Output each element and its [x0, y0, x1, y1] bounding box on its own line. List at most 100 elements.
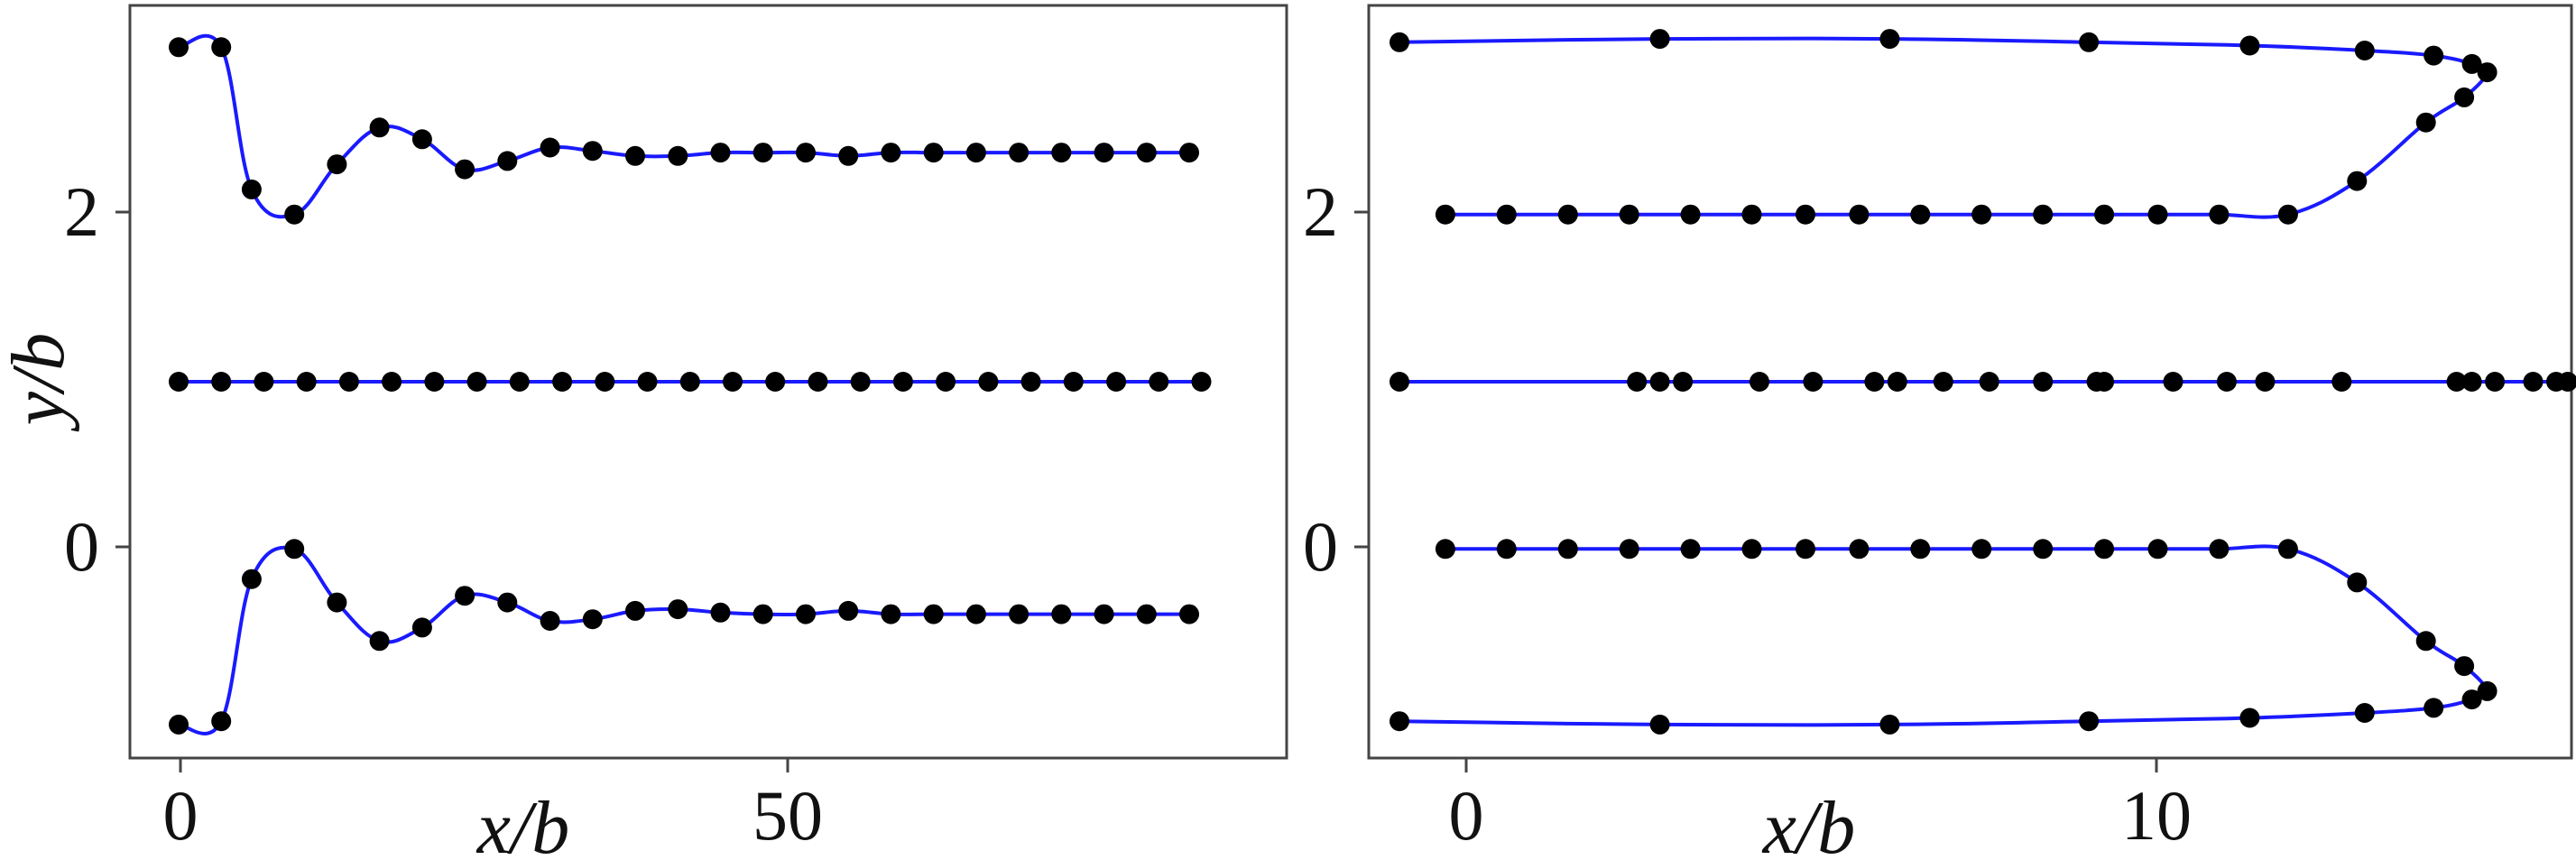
- right-series-2-point-26: [1435, 539, 1455, 559]
- left-series-1-point-6: [424, 372, 445, 392]
- left-series-1-point-11: [637, 372, 658, 392]
- right-series-1-point-19: [2485, 372, 2506, 392]
- left-series-1-point-19: [978, 372, 999, 392]
- right-series-2-point-23: [1619, 539, 1639, 559]
- right-series-1-point-12: [2094, 372, 2115, 392]
- left-series-2-point-16: [838, 600, 859, 621]
- right-series-2-point-1: [1649, 714, 1670, 735]
- right-series-1-point-20: [2523, 372, 2544, 392]
- left-series-2-point-15: [796, 604, 816, 624]
- right-series-1-point-16: [2331, 372, 2352, 392]
- left-series-0-point-3: [284, 204, 305, 225]
- left-series-0-point-0: [169, 37, 189, 58]
- right-series-0-point-3: [2079, 32, 2100, 52]
- right-series-0-point-20: [1796, 204, 1815, 225]
- left-series-1-point-3: [296, 372, 317, 392]
- left-series-0-point-22: [1094, 143, 1114, 163]
- right-series-0-point-19: [1849, 204, 1870, 225]
- right-series-1-point-14: [2216, 372, 2237, 392]
- right-series-0-point-10: [2415, 112, 2436, 133]
- right-series-2-point-2: [1879, 714, 1900, 735]
- left-series-2-point-0: [169, 714, 189, 735]
- left-series-1-point-10: [595, 372, 615, 392]
- left-series-1-point-21: [1063, 372, 1084, 392]
- left-series-2-point-22: [1094, 604, 1114, 624]
- left-series-2-point-8: [497, 592, 518, 613]
- right-series-1-point-3: [1673, 372, 1694, 392]
- right-series-2-point-10: [2415, 631, 2436, 652]
- right-series-1-point-10: [2033, 372, 2054, 392]
- right-series-1-point-13: [2163, 372, 2184, 392]
- right-series-1-point-15: [2255, 372, 2276, 392]
- right-series-1-point-17: [2446, 372, 2467, 392]
- left-series-2-point-19: [965, 604, 986, 624]
- right-series-2-point-22: [1680, 539, 1701, 559]
- left-series-1-point-17: [892, 372, 913, 392]
- left-series-2-point-14: [752, 604, 773, 624]
- left-plot-frame: [128, 4, 1288, 760]
- left-series-1-point-4: [338, 372, 359, 392]
- right-series-2-point-19: [1849, 539, 1870, 559]
- left-marks: [169, 33, 1212, 735]
- right-series-1-point-5: [1803, 372, 1824, 392]
- left-series-2-point-17: [881, 604, 901, 624]
- right-ytick-label-1: 2: [1303, 172, 1338, 251]
- right-series-2-point-6: [2424, 698, 2444, 718]
- left-series-0-point-4: [327, 154, 347, 175]
- left-series-1-point-2: [254, 372, 274, 392]
- right-series-2-point-24: [1557, 539, 1578, 559]
- right-series-1-point-18: [2461, 372, 2482, 392]
- right-series-1-point-7: [1887, 372, 1907, 392]
- left-series-2-line: [178, 545, 1189, 735]
- right-series-0-point-4: [2239, 35, 2260, 56]
- right-series-0-point-13: [2209, 204, 2230, 225]
- right-series-0-point-21: [1741, 204, 1762, 225]
- left-series-2-point-21: [1051, 604, 1072, 624]
- left-series-0-point-2: [241, 179, 262, 199]
- left-series-1-point-12: [679, 372, 700, 392]
- right-series-2-point-21: [1741, 539, 1762, 559]
- left-series-2-point-12: [668, 599, 688, 620]
- left-series-1-point-18: [936, 372, 956, 392]
- left-series-2-point-10: [582, 609, 603, 630]
- right-series-1-point-0: [1390, 372, 1409, 392]
- right-series-1-point-22: [2557, 372, 2576, 392]
- right-series-0-point-17: [1971, 204, 1992, 225]
- left-series-1-point-23: [1149, 372, 1169, 392]
- left-series-0-point-11: [625, 145, 645, 166]
- left-series-1-point-5: [382, 372, 402, 392]
- left-series-2-point-18: [923, 604, 944, 624]
- left-series-1-point-15: [808, 372, 828, 392]
- left-series-1-point-22: [1106, 372, 1127, 392]
- left-series-1-point-7: [466, 372, 487, 392]
- right-series-2-line: [1399, 544, 2489, 727]
- left-series-1-point-14: [765, 372, 786, 392]
- left-series-0-point-24: [1179, 143, 1199, 163]
- right-series-1-point-8: [1933, 372, 1953, 392]
- left-series-2-point-13: [710, 602, 731, 623]
- left-series-0-point-21: [1051, 143, 1072, 163]
- left-series-0-point-8: [497, 151, 518, 171]
- right-series-0-point-6: [2424, 45, 2444, 66]
- right-series-1-point-6: [1864, 372, 1885, 392]
- right-series-1-point-9: [1979, 372, 1999, 392]
- left-series-0-line: [178, 33, 1189, 219]
- right-series-1-point-4: [1750, 372, 1769, 392]
- right-series-2-point-9: [2454, 656, 2475, 677]
- left-xtick-label-0: 0: [163, 776, 199, 855]
- left-series-2-point-24: [1179, 604, 1199, 624]
- left-panel: 0 50 0 2 x/b y/b: [0, 4, 1288, 860]
- right-series-0-point-22: [1680, 204, 1701, 225]
- right-series-0-point-14: [2147, 204, 2168, 225]
- right-series-0-point-26: [1435, 204, 1455, 225]
- right-series-2-point-18: [1910, 539, 1931, 559]
- left-ytick-label-0: 0: [64, 507, 99, 586]
- right-series-0-point-11: [2347, 171, 2368, 191]
- right-series-0-point-8: [2477, 62, 2498, 83]
- right-series-2-point-0: [1390, 711, 1409, 732]
- left-series-2-point-7: [455, 586, 475, 606]
- right-series-0-point-18: [1910, 204, 1931, 225]
- right-series-2-point-12: [2277, 539, 2298, 559]
- right-series-0-point-5: [2354, 41, 2375, 60]
